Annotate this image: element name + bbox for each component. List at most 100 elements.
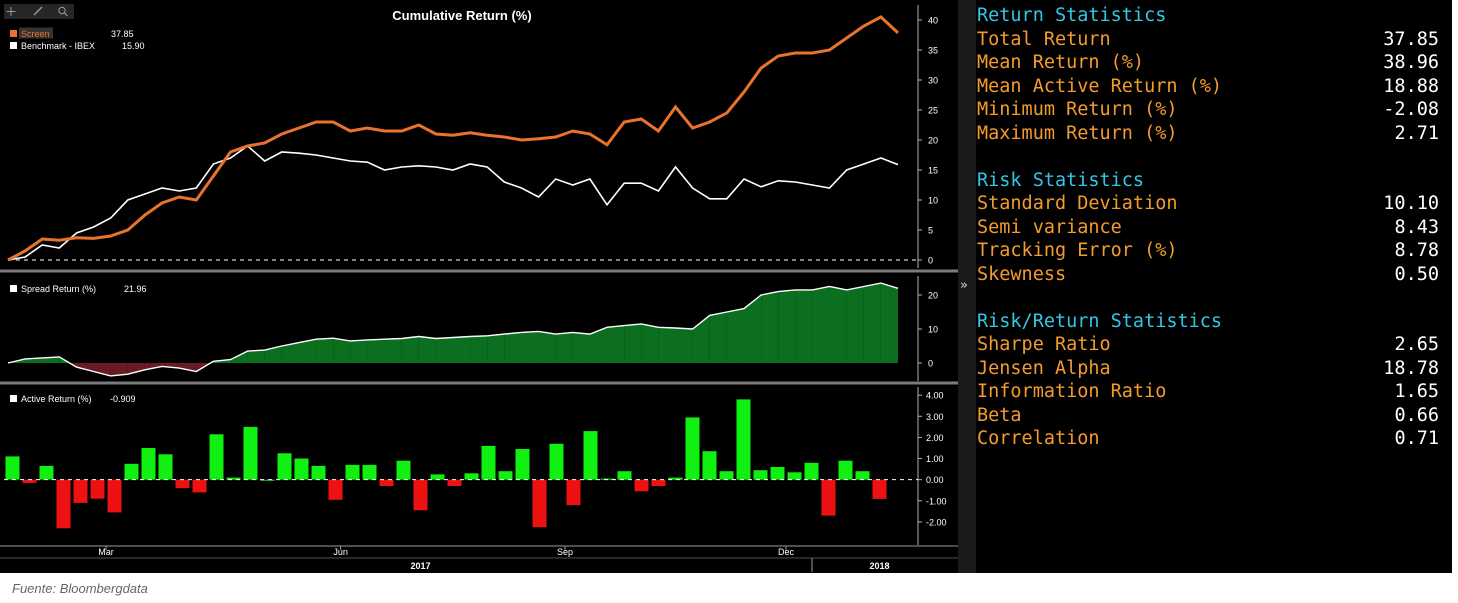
active-return-panel: Active Return (%) -0.909 4.00 3.00 2.00 1.0… — [4, 387, 947, 545]
active-return-bar — [396, 460, 411, 480]
y-axis-ticks: 0 5 10 15 20 25 30 35 40 — [918, 16, 938, 266]
x-tick-label: Sep — [557, 547, 573, 557]
spread-area-segment — [264, 346, 282, 363]
legend: Spread Return (%) 21.96 — [10, 284, 147, 294]
stat-label: Standard Deviation — [977, 193, 1178, 214]
stat-label: Mean Return (%) — [977, 52, 1145, 73]
active-return-bar — [872, 479, 887, 499]
legend-swatch-screen — [10, 30, 17, 37]
active-return-bar — [379, 479, 394, 486]
spread-area-segment — [812, 286, 830, 363]
legend-value-benchmark: 15.90 — [122, 41, 145, 51]
risk-return-statistics-list: Sharpe Ratio 2.65 Jensen Alpha 18.78 Informa… — [977, 333, 1439, 451]
active-return-bar — [175, 479, 190, 489]
stat-label: Information Ratio — [977, 381, 1167, 402]
spread-area-segment — [675, 327, 693, 363]
zoom-icon[interactable] — [58, 6, 68, 17]
stat-label: Mean Active Return (%) — [977, 75, 1223, 97]
spread-area-segment — [846, 286, 864, 363]
x-axis-labels: Mar Jun Sep Dec 2017 2018 — [98, 546, 890, 571]
stat-value: 1.65 — [1394, 381, 1439, 402]
legend-label-active: Active Return (%) — [21, 394, 92, 404]
active-return-bar — [328, 479, 343, 500]
stat-row: Correlation 0.71 — [977, 427, 1439, 451]
spread-area-segment — [743, 295, 762, 363]
active-return-bar — [821, 479, 836, 516]
series-line-screen — [7, 15, 900, 262]
stat-value: 2.65 — [1394, 334, 1439, 355]
stat-row: Information Ratio 1.65 — [977, 380, 1439, 404]
x-axis: Mar Jun Sep Dec 2017 2018 — [0, 545, 958, 572]
y-tick-label: 20 — [928, 136, 938, 146]
active-return-bar — [277, 453, 292, 480]
active-return-bar — [141, 448, 156, 480]
active-return-bar — [124, 463, 139, 480]
legend-label-benchmark: Benchmark - IBEX — [21, 41, 95, 51]
active-return-bar — [260, 479, 275, 481]
spread-area-segment — [470, 335, 488, 363]
risk-return-statistics-title: Risk/Return Statistics — [977, 310, 1223, 332]
stat-value: 8.78 — [1394, 240, 1439, 261]
active-return-bar — [634, 479, 649, 492]
active-return-bar — [753, 470, 768, 480]
spread-area-segment — [572, 332, 590, 363]
y-tick-label: 10 — [928, 325, 938, 335]
spread-area-segment — [127, 363, 145, 375]
spread-area-segment — [521, 331, 539, 363]
risk-statistics-title: Risk Statistics — [977, 169, 1145, 191]
spread-area-segment — [367, 339, 385, 363]
active-return-bar — [311, 465, 326, 480]
active-return-bar — [209, 434, 224, 480]
panel-splitter[interactable] — [958, 0, 976, 573]
x-tick-label: Mar — [98, 547, 114, 557]
spread-area-segment — [281, 342, 299, 363]
spread-area-segment — [538, 331, 556, 363]
x-tick-label: Dec — [778, 547, 795, 557]
active-return-bar — [192, 479, 207, 493]
active-return-bar — [447, 479, 462, 486]
spread-area-segment — [230, 351, 248, 363]
statistics-panel: Return Statistics Total Return 37.85 Mean … — [977, 4, 1439, 451]
stat-row: Mean Active Return (%) 18.88 — [977, 75, 1439, 99]
pencil-icon[interactable] — [33, 6, 43, 16]
spread-area-segment — [93, 363, 111, 376]
active-return-bar — [804, 462, 819, 480]
spread-area-segment — [76, 363, 94, 372]
active-return-bar — [855, 471, 870, 480]
spread-area-segment — [709, 312, 727, 363]
stat-label: Minimum Return (%) — [977, 99, 1178, 120]
active-return-bar — [90, 479, 105, 499]
stat-value: -2.08 — [1383, 99, 1439, 120]
spread-area-segment — [144, 363, 163, 370]
y-tick-label: 0.00 — [926, 475, 944, 485]
legend-label-spread: Spread Return (%) — [21, 284, 96, 294]
spread-area-segment — [384, 338, 402, 363]
x-tick-label: Jun — [333, 547, 348, 557]
active-return-bar — [583, 431, 598, 480]
y-tick-label: -1.00 — [926, 496, 947, 506]
y-tick-label: 20 — [928, 291, 938, 301]
stat-row: Tracking Error (%) 8.78 — [977, 239, 1439, 263]
active-return-bar — [685, 417, 700, 480]
source-caption: Fuente: Bloombergdata — [12, 581, 148, 596]
spread-area-segment — [162, 363, 180, 369]
spread-area — [8, 283, 898, 376]
y-tick-label: 35 — [928, 46, 938, 56]
active-return-bar — [362, 464, 377, 480]
spread-area-segment — [401, 336, 419, 363]
spread-area-segment — [863, 283, 881, 363]
active-return-bar — [345, 464, 360, 480]
active-return-bar — [770, 467, 785, 480]
spread-return-panel: Spread Return (%) 21.96 0 10 20 — [7, 276, 938, 381]
stat-label: Semi variance — [977, 216, 1122, 238]
active-return-bar — [243, 426, 258, 480]
expand-arrow-icon[interactable]: » — [960, 278, 968, 293]
stat-label: Jensen Alpha — [977, 357, 1111, 379]
chart-toolbar — [4, 4, 74, 19]
legend-swatch-spread — [10, 285, 17, 292]
stat-label: Skewness — [977, 263, 1067, 285]
spread-area-segment — [624, 323, 642, 363]
legend-value-spread: 21.96 — [124, 284, 147, 294]
crosshair-icon[interactable] — [6, 7, 16, 16]
active-return-bar — [430, 474, 445, 480]
